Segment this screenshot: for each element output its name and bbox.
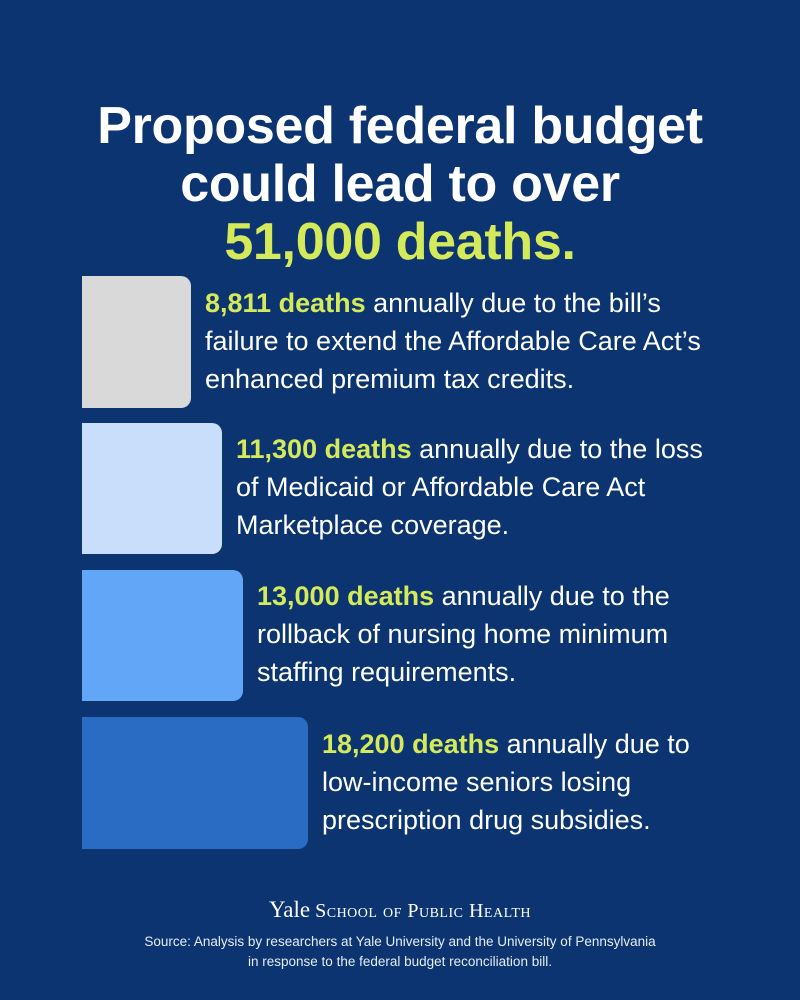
source-line-1: Source: Analysis by researchers at Yale …	[144, 934, 656, 949]
description-3-line-1: annually due to the	[441, 581, 670, 611]
description-3-line-3: staffing requirements.	[257, 657, 517, 687]
bar-description-1: 8,811 deaths annually due to the bill’s …	[205, 284, 701, 398]
description-1-line-1: annually due to the bill’s	[373, 288, 661, 318]
yale-school-of-public-health-logo: Yale School of Public Health	[0, 897, 800, 923]
value-label-1: 8,811 deaths	[205, 288, 366, 318]
bar-description-3: 13,000 deaths annually due to the rollba…	[257, 577, 670, 691]
bar-2	[82, 423, 222, 554]
title-line-2: could lead to over	[180, 154, 620, 213]
bar-description-2: 11,300 deaths annually due to the loss o…	[236, 430, 703, 544]
value-label-2: 11,300 deaths	[236, 434, 412, 464]
description-2-line-3: Marketplace coverage.	[236, 510, 510, 540]
description-4-line-1: annually due to	[506, 729, 690, 759]
source-note: Source: Analysis by researchers at Yale …	[0, 932, 800, 972]
description-2-line-2: of Medicaid or Affordable Care Act	[236, 472, 646, 502]
description-1-line-2: failure to extend the Affordable Care Ac…	[205, 326, 701, 356]
logo-yale: Yale	[268, 897, 311, 922]
bar-3	[82, 570, 243, 701]
page-title: Proposed federal budget could lead to ov…	[0, 97, 800, 271]
source-line-2: in response to the federal budget reconc…	[248, 954, 552, 969]
description-1-line-3: enhanced premium tax credits.	[205, 364, 575, 394]
value-label-3: 13,000 deaths	[257, 581, 435, 611]
bar-description-4: 18,200 deaths annually due to low-income…	[322, 725, 690, 839]
description-4-line-2: low-income seniors losing	[322, 767, 632, 797]
description-2-line-1: annually due to the loss	[419, 434, 703, 464]
bar-1	[82, 276, 191, 408]
title-highlight: 51,000 deaths.	[224, 212, 576, 271]
value-label-4: 18,200 deaths	[322, 729, 500, 759]
description-4-line-3: prescription drug subsidies.	[322, 805, 651, 835]
logo-school: School of Public Health	[315, 900, 532, 922]
description-3-line-2: rollback of nursing home minimum	[257, 619, 669, 649]
title-line-1: Proposed federal budget	[97, 96, 703, 155]
bar-4	[82, 717, 308, 849]
